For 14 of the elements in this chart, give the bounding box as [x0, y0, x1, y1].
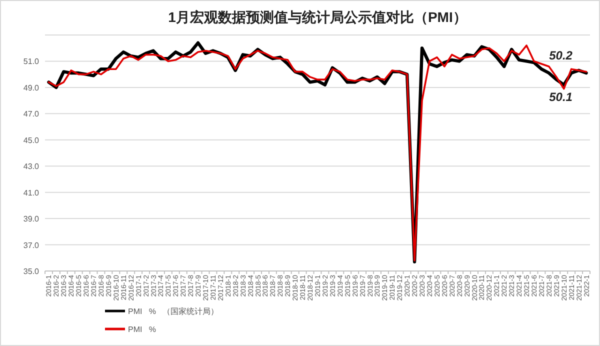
y-tick-label: 47.0 — [23, 110, 40, 119]
y-tick-label: 51.0 — [23, 57, 40, 66]
y-tick-label: 41.0 — [23, 188, 40, 198]
y-tick-label: 35.0 — [23, 267, 40, 276]
y-tick-label: 45.0 — [23, 136, 40, 145]
annotation: 50.1 — [549, 90, 572, 104]
y-tick-label: 37.0 — [23, 240, 40, 250]
legend-label: PMI % （国家统计局） — [128, 307, 219, 316]
annotation: 50.2 — [549, 48, 572, 63]
y-tick-label: 49.0 — [23, 83, 40, 92]
legend-label: PMI % — [128, 325, 156, 334]
y-tick-label: 43.0 — [23, 162, 40, 172]
title: 1月宏观数据预测值与统计局公示值对比（PMI） — [168, 9, 467, 25]
y-tick-label: 39.0 — [23, 214, 40, 224]
